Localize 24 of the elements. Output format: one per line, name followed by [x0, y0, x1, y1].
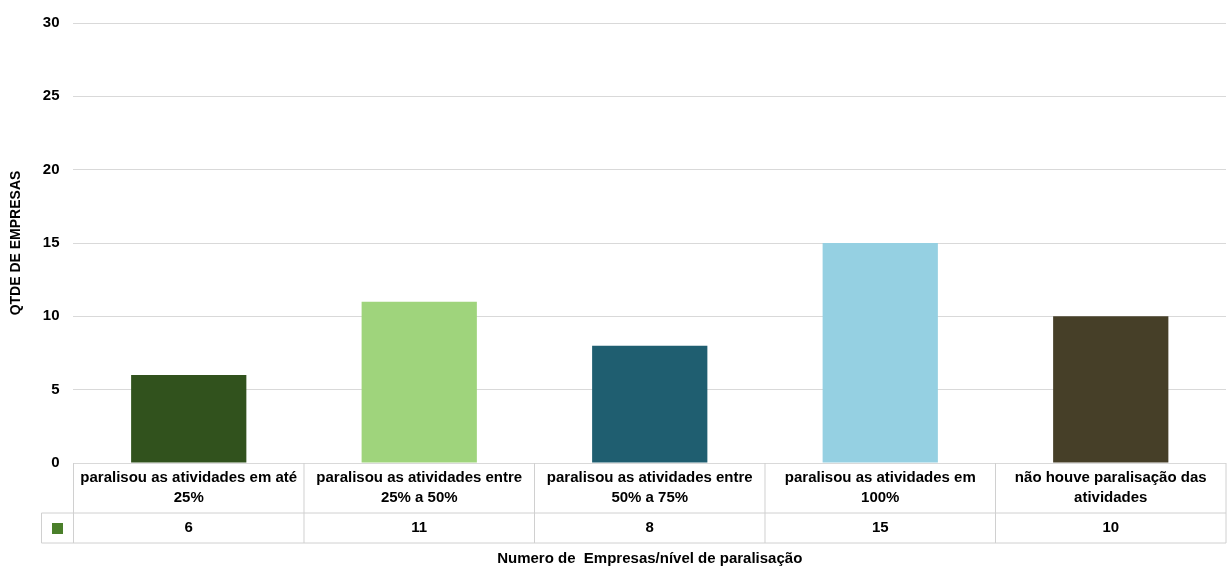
- x-tick-label: paralisou as atividades entre 50% a 75%: [546, 468, 753, 506]
- y-tick-label: 0: [51, 453, 60, 471]
- data-label: 8: [645, 518, 654, 536]
- x-tick-label: paralisou as atividades entre 25% a 50%: [316, 468, 523, 506]
- bar: [361, 301, 477, 463]
- bar: [592, 345, 708, 463]
- x-axis-title: Numero de Empresas/nível de paralisação: [497, 549, 803, 567]
- x-tick-label: paralisou as atividades em até 25%: [80, 468, 298, 506]
- y-tick-label: 25: [42, 86, 60, 104]
- bar: [131, 375, 247, 463]
- bar: [822, 243, 938, 463]
- bar: [1053, 316, 1169, 463]
- y-tick-label: 10: [42, 306, 60, 324]
- data-label: 10: [1102, 518, 1120, 536]
- x-tick-label: não houve paralisação das atividades: [1014, 468, 1207, 506]
- y-tick-label: 30: [42, 13, 60, 31]
- y-tick-label: 20: [42, 159, 60, 177]
- data-label: 15: [871, 518, 889, 536]
- y-tick-label: 15: [42, 233, 60, 251]
- y-axis-title: QTDE DE EMPRESAS: [7, 170, 24, 316]
- data-label: 11: [411, 518, 428, 536]
- x-tick-label: paralisou as atividades em 100%: [784, 468, 976, 506]
- data-label: 6: [184, 518, 193, 536]
- y-tick-label: 5: [51, 379, 60, 397]
